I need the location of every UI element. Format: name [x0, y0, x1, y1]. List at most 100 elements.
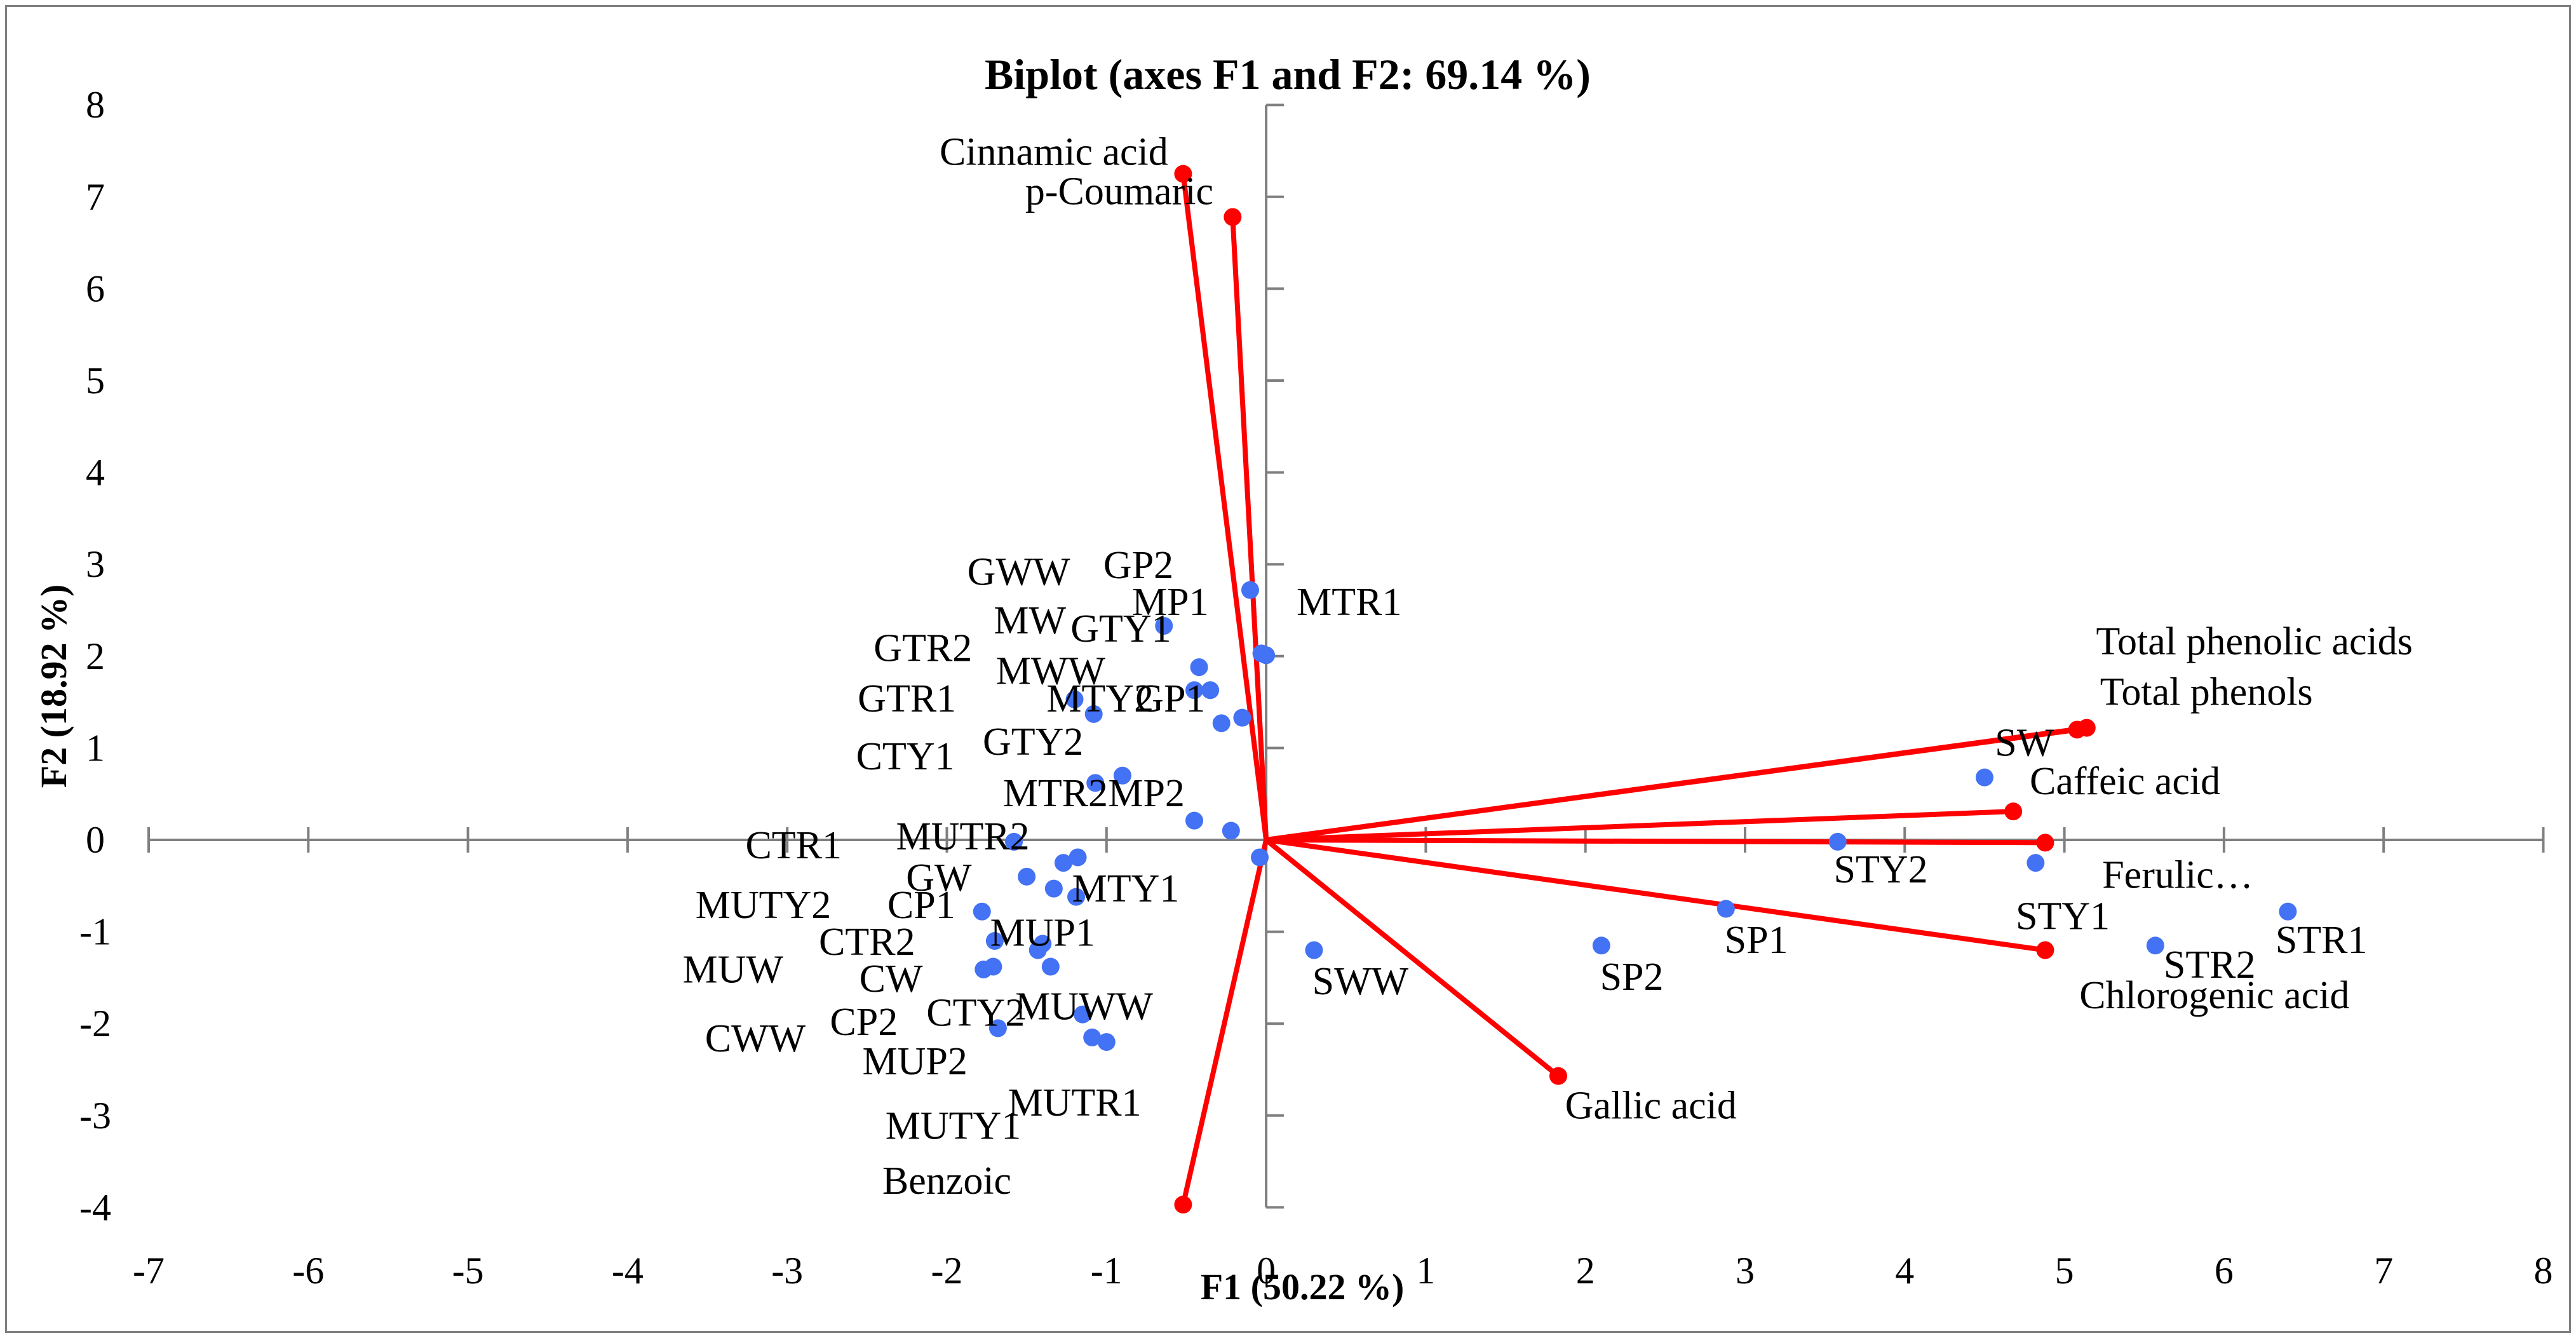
point-label: Caffeic acid	[2030, 760, 2220, 803]
observation-point	[1086, 774, 1105, 792]
point-label: MTR1	[1297, 581, 1401, 624]
point-label: CP1	[887, 884, 955, 927]
variable-point	[1174, 1196, 1192, 1214]
x-tick-label: 6	[2215, 1250, 2234, 1292]
variable-point	[2036, 834, 2054, 852]
y-tick-label: 6	[86, 267, 105, 309]
chart-title: Biplot (axes F1 and F2: 69.14 %)	[985, 50, 1591, 98]
observation-point	[988, 1019, 1007, 1037]
y-tick-label: 5	[86, 360, 105, 402]
variable-vectors	[1174, 165, 2096, 1214]
point-label: MUTY2	[696, 884, 832, 927]
point-label: Total phenolic acids	[2096, 620, 2412, 663]
point-label: GTY1	[1070, 607, 1171, 651]
x-tick-label: -4	[612, 1250, 644, 1292]
point-label: CTR1	[745, 824, 842, 867]
observation-point	[1975, 768, 1993, 787]
point-label: CWW	[705, 1017, 806, 1060]
variable-vector	[1180, 173, 1269, 841]
point-label: p-Coumaric	[1025, 170, 1213, 213]
point-label: GTR2	[873, 626, 972, 670]
point-label: STR2	[2164, 943, 2256, 987]
point-label: CTR2	[819, 921, 915, 964]
point-label: MUW	[683, 948, 784, 991]
variable-point	[2004, 802, 2023, 821]
y-tick-label: 3	[86, 543, 105, 585]
observation-point	[1185, 811, 1204, 830]
observation-point	[2279, 902, 2297, 921]
variable-vector	[1266, 837, 2046, 846]
x-tick-label: -3	[771, 1250, 803, 1292]
observation-point	[1212, 714, 1231, 733]
x-tick-label: 2	[1576, 1250, 1595, 1292]
observation-point	[1083, 1028, 1102, 1046]
point-label: STY2	[1834, 848, 1928, 891]
variable-vector	[1180, 839, 1269, 1205]
observation-points	[973, 581, 2297, 1051]
observation-point	[1828, 832, 1847, 851]
observation-point	[1201, 681, 1220, 699]
point-label: STR1	[2276, 919, 2368, 962]
point-label: MW	[994, 599, 1066, 642]
x-tick-label: 1	[1416, 1250, 1435, 1292]
point-label: SW	[1995, 721, 2054, 764]
point-label: CP2	[830, 1001, 898, 1044]
observation-point	[1084, 705, 1103, 723]
x-tick-label: 5	[2055, 1250, 2074, 1292]
observation-point	[1044, 879, 1063, 898]
x-tick-label: 8	[2534, 1250, 2553, 1292]
point-label: MP1	[1132, 581, 1209, 624]
observation-point	[1113, 766, 1131, 785]
observation-point	[1305, 941, 1323, 959]
observation-point	[1185, 681, 1204, 699]
point-label: CW	[860, 957, 923, 1001]
x-tick-label: -6	[292, 1250, 324, 1292]
variable-point	[2068, 720, 2086, 739]
observation-point	[1716, 900, 1735, 918]
variable-point	[1224, 208, 1242, 226]
y-tick-label: 0	[86, 819, 105, 861]
point-label: MUWW	[1015, 985, 1153, 1028]
x-tick-label: -1	[1091, 1250, 1123, 1292]
y-tick-label: -2	[79, 1003, 111, 1044]
x-tick-label: 0	[1257, 1250, 1276, 1292]
point-label: GWW	[968, 550, 1070, 593]
observation-point	[1592, 936, 1610, 955]
observation-point	[1251, 848, 1269, 867]
point-label: MUTY1	[886, 1104, 1022, 1147]
observation-point	[1041, 957, 1060, 976]
point-label: SP1	[1725, 919, 1788, 962]
point-label: GP2	[1103, 544, 1173, 587]
y-tick-label: 2	[86, 635, 105, 677]
variable-vector	[1264, 837, 1560, 1078]
x-tick-label: -5	[452, 1250, 484, 1292]
point-label: Chlorogenic acid	[2079, 974, 2349, 1017]
point-label: Benzoic	[882, 1159, 1011, 1203]
variable-vector	[1265, 727, 2078, 842]
y-tick-label: 7	[86, 176, 105, 218]
observation-point	[973, 902, 991, 921]
point-label: GP1	[1135, 677, 1205, 720]
point-label: Gallic acid	[1565, 1084, 1737, 1127]
observation-point	[1241, 581, 1259, 599]
point-label: SP2	[1600, 956, 1664, 999]
variable-vector	[1265, 809, 2014, 842]
variable-point	[1549, 1067, 1567, 1085]
y-tick-label: -3	[79, 1095, 111, 1137]
x-tick-label: 7	[2374, 1250, 2393, 1292]
observation-point	[1155, 617, 1173, 635]
variable-vector	[1265, 837, 2046, 953]
point-label: MTY1	[1072, 867, 1180, 910]
point-label: MUTR1	[1008, 1081, 1141, 1125]
y-axis-title: F2 (18.92 %)	[33, 585, 74, 788]
x-tick-label: -7	[133, 1250, 165, 1292]
observation-point	[1065, 690, 1084, 708]
y-tick-label: 4	[86, 452, 105, 494]
observation-point	[1233, 708, 1251, 727]
observation-point	[1005, 832, 1023, 851]
y-tick-label: -4	[79, 1186, 111, 1228]
x-tick-label: -2	[931, 1250, 963, 1292]
axes-layer: -7 -6 -5 -4 -3 -2 -1 0 1 2 3 4 5 6 7 8 -4 -3 -2 -1 0 1 2 3 4 5 6 7 8	[79, 84, 2552, 1292]
